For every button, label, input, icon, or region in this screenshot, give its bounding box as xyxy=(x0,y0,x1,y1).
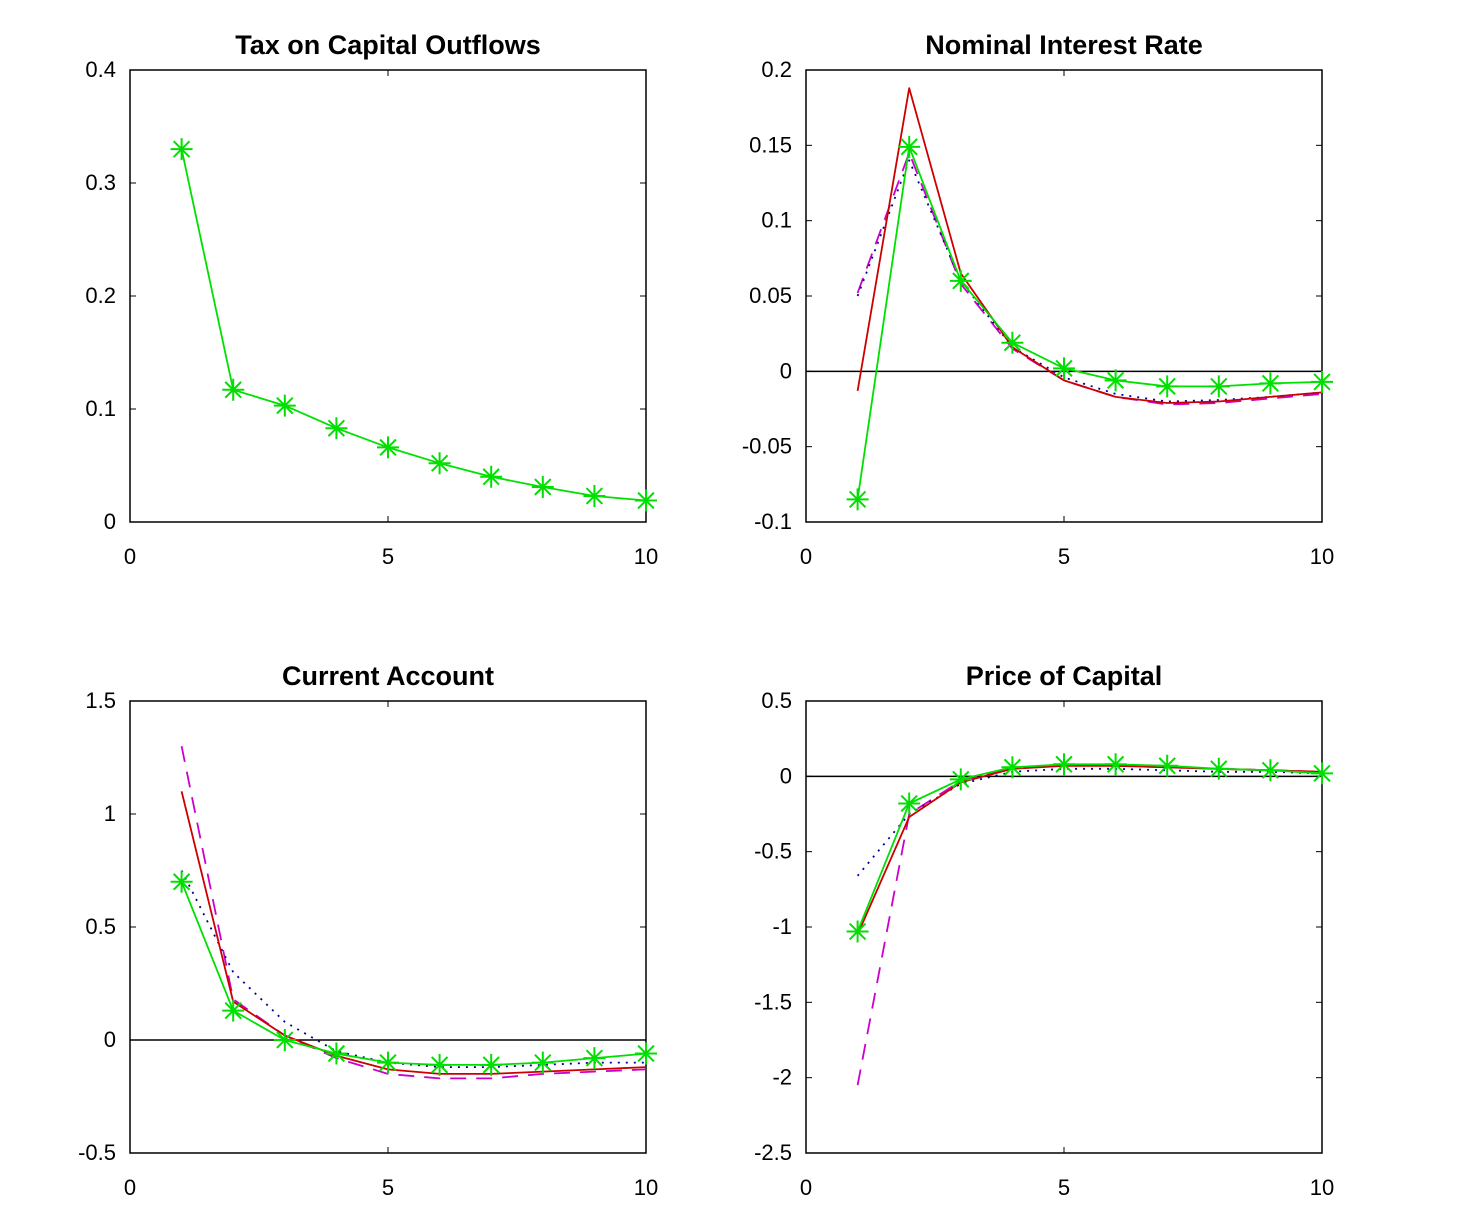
nominal-interest-rate-series-3-point xyxy=(1104,369,1127,392)
price-of-capital-xtick-label: 5 xyxy=(1058,1175,1070,1200)
price-of-capital-series-3-point xyxy=(1001,756,1024,779)
tax-on-capital-outflows-title: Tax on Capital Outflows xyxy=(235,30,541,60)
tax-on-capital-outflows-series-0-point xyxy=(583,485,606,508)
nominal-interest-rate-series-2-line xyxy=(856,87,1323,404)
price-of-capital-series-3-point xyxy=(1156,754,1179,777)
nominal-interest-rate-series-3-point xyxy=(1207,375,1230,398)
nominal-interest-rate-series-3-point xyxy=(846,488,869,511)
price-of-capital-series-3-point xyxy=(1207,757,1230,780)
price-of-capital-series-3-point xyxy=(1311,762,1333,785)
current-account-series-3-point xyxy=(583,1047,606,1070)
price-of-capital-series-1-line xyxy=(856,767,1323,877)
tax-on-capital-outflows-xtick-label: 5 xyxy=(382,544,394,569)
nominal-interest-rate-series-3-point xyxy=(1156,375,1179,398)
nominal-interest-rate-axes-box xyxy=(805,69,1323,523)
current-account-ytick-label: 0.5 xyxy=(85,914,116,939)
current-account-series-3-point xyxy=(531,1051,554,1074)
current-account-xtick-label: 5 xyxy=(382,1175,394,1200)
nominal-interest-rate-series-3-point xyxy=(1311,370,1333,393)
price-of-capital-ytick-label: 0.5 xyxy=(761,688,792,713)
tax-on-capital-outflows-ytick-label: 0.3 xyxy=(85,170,116,195)
nominal-interest-rate-xtick-label: 0 xyxy=(800,544,812,569)
nominal-interest-rate-ytick-label: -0.05 xyxy=(742,434,792,459)
nominal-interest-rate-xtick-label: 10 xyxy=(1310,544,1334,569)
price-of-capital-series-3-point xyxy=(1259,759,1282,782)
current-account-ytick-label: -0.5 xyxy=(78,1140,116,1165)
tax-on-capital-outflows-series-0-point xyxy=(222,378,245,401)
price-of-capital-series-3-point xyxy=(1053,753,1075,776)
tax-on-capital-outflows-series-0-point xyxy=(170,138,193,161)
nominal-interest-rate-ytick-label: 0.2 xyxy=(761,57,792,82)
nominal-interest-rate-series-3-point xyxy=(1259,372,1282,395)
price-of-capital-ytick-label: -2.5 xyxy=(754,1140,792,1165)
nominal-interest-rate-panel: Nominal Interest Rate -0.1 -0.05 0 0.05 0.1 0.… xyxy=(742,30,1334,569)
tax-on-capital-outflows-series-0-point xyxy=(428,452,451,475)
tax-on-capital-outflows-ytick-label: 0.2 xyxy=(85,283,116,308)
tax-on-capital-outflows-series-0-point xyxy=(531,475,554,498)
price-of-capital-ytick-label: -1.5 xyxy=(754,989,792,1014)
current-account-series-0-line xyxy=(180,746,647,1080)
nominal-interest-rate-series-3-point xyxy=(1053,357,1075,380)
current-account-ytick-label: 0 xyxy=(104,1027,116,1052)
current-account-series-3-point xyxy=(222,999,245,1022)
price-of-capital-ytick-label: 0 xyxy=(780,763,792,788)
nominal-interest-rate-ytick-label: 0.05 xyxy=(749,283,792,308)
current-account-series-3-point xyxy=(377,1051,399,1074)
current-account-ytick-label: 1 xyxy=(104,801,116,826)
nominal-interest-rate-title: Nominal Interest Rate xyxy=(925,30,1203,60)
price-of-capital-ytick-label: -0.5 xyxy=(754,839,792,864)
price-of-capital-ytick-label: -2 xyxy=(772,1065,792,1090)
current-account-axes-box xyxy=(129,700,647,1154)
price-of-capital-xtick-label: 10 xyxy=(1310,1175,1334,1200)
current-account-title: Current Account xyxy=(282,661,494,691)
tax-on-capital-outflows-ytick-label: 0.4 xyxy=(85,57,116,82)
nominal-interest-rate-ytick-label: 0.1 xyxy=(761,208,792,233)
nominal-interest-rate-series-3-point xyxy=(949,269,972,292)
tax-on-capital-outflows-panel: Tax on Capital Outflows 0 0.1 0.2 0.3 0.4 0 5 10 xyxy=(85,30,658,569)
current-account-series-3-point xyxy=(170,870,193,893)
current-account-series-3-point xyxy=(480,1053,503,1076)
nominal-interest-rate-series-3-point xyxy=(898,135,921,158)
nominal-interest-rate-xtick-label: 5 xyxy=(1058,544,1070,569)
nominal-interest-rate-series-3-line xyxy=(856,145,1323,500)
current-account-panel: Current Account -0.5 0 0.5 1 1.5 0 5 10 xyxy=(78,661,658,1200)
current-account-xtick-label: 10 xyxy=(634,1175,658,1200)
nominal-interest-rate-ytick-label: 0 xyxy=(780,358,792,383)
price-of-capital-xtick-label: 0 xyxy=(800,1175,812,1200)
nominal-interest-rate-ytick-label: -0.1 xyxy=(754,509,792,534)
nominal-interest-rate-ytick-label: 0.15 xyxy=(749,132,792,157)
tax-on-capital-outflows-xtick-label: 10 xyxy=(634,544,658,569)
price-of-capital-series-3-line xyxy=(856,763,1323,932)
tax-on-capital-outflows-series-0-point xyxy=(480,465,503,488)
tax-on-capital-outflows-series-0-point xyxy=(635,489,657,512)
current-account-series-3-point xyxy=(428,1053,451,1076)
tax-on-capital-outflows-xtick-label: 0 xyxy=(124,544,136,569)
current-account-ytick-label: 1.5 xyxy=(85,688,116,713)
tax-on-capital-outflows-series-0-point xyxy=(325,417,348,440)
nominal-interest-rate-series-3-point xyxy=(1001,331,1024,354)
price-of-capital-series-3-point xyxy=(1104,753,1127,776)
current-account-xtick-label: 0 xyxy=(124,1175,136,1200)
tax-on-capital-outflows-ytick-label: 0.1 xyxy=(85,396,116,421)
current-account-series-3-point xyxy=(635,1042,657,1065)
tax-on-capital-outflows-series-0-point xyxy=(377,436,399,459)
price-of-capital-ytick-label: -1 xyxy=(772,914,792,939)
tax-on-capital-outflows-series-0-point xyxy=(273,394,296,417)
tax-on-capital-outflows-ytick-label: 0 xyxy=(104,509,116,534)
current-account-series-3-point xyxy=(273,1029,296,1051)
price-of-capital-series-3-point xyxy=(898,792,921,815)
price-of-capital-title: Price of Capital xyxy=(966,661,1163,691)
tax-on-capital-outflows-series-0-line xyxy=(180,148,647,502)
current-account-series-3-line xyxy=(180,881,647,1066)
current-account-series-3-point xyxy=(325,1042,348,1065)
price-of-capital-panel: Price of Capital -2.5 -2 -1.5 -1 -0.5 0 0.5 0 5 10 xyxy=(754,661,1334,1200)
current-account-series-2-line xyxy=(180,791,647,1075)
price-of-capital-series-3-point xyxy=(846,920,869,943)
price-of-capital-series-3-point xyxy=(949,768,972,791)
